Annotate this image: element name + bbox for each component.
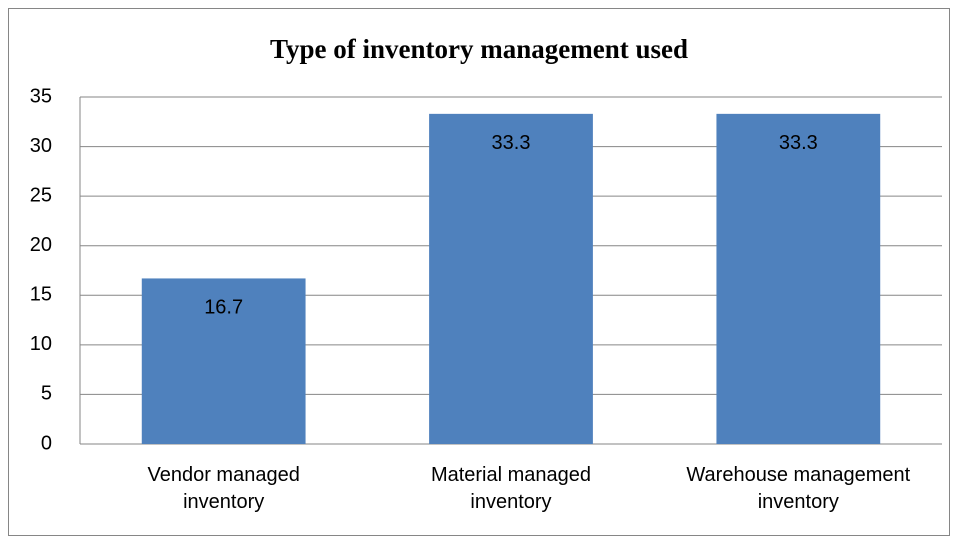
data-label: 33.3: [492, 132, 531, 154]
bar: [141, 278, 306, 444]
chart-title: Type of inventory management used: [270, 34, 688, 64]
y-tick-label: 30: [30, 135, 52, 157]
x-tick-label: Vendor managed inventory: [147, 464, 300, 513]
y-tick-label: 10: [30, 333, 52, 355]
y-tick-label: 5: [41, 383, 52, 405]
y-tick-label: 20: [30, 234, 52, 256]
y-tick-label: 0: [41, 432, 52, 454]
y-tick-label: 35: [30, 85, 52, 107]
bar: [716, 113, 881, 445]
bar: [429, 113, 593, 445]
x-tick-label: Warehouse management inventory: [686, 464, 911, 513]
data-label: 16.7: [204, 297, 243, 319]
data-label: 33.3: [779, 132, 818, 154]
y-tick-label: 15: [30, 284, 52, 306]
x-tick-label: Material managed inventory: [430, 464, 592, 513]
y-tick-label: 25: [30, 184, 52, 206]
